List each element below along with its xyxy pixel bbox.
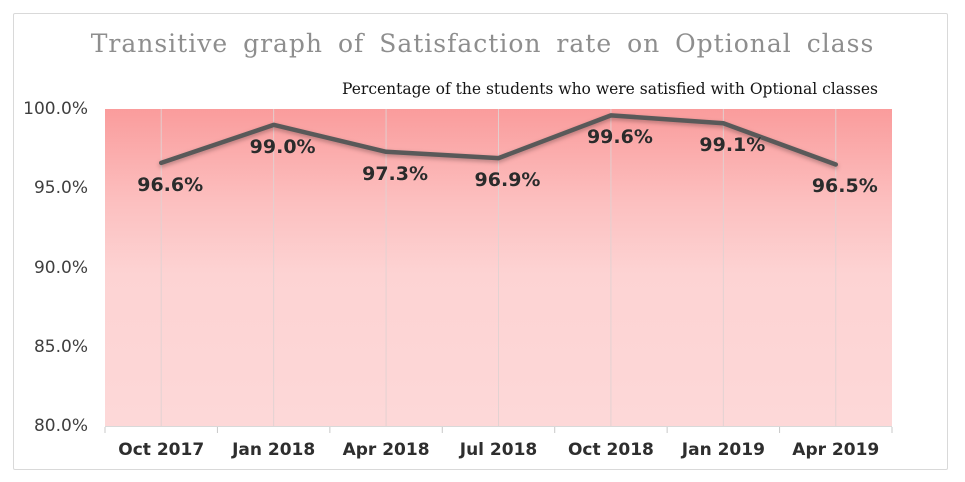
data-point-label: 99.1% [699, 134, 766, 157]
x-axis-category-label: Apr 2019 [792, 440, 880, 460]
data-point-label: 96.5% [811, 175, 878, 198]
data-point-label: 99.0% [249, 135, 316, 158]
y-axis-tick-label: 100.0% [23, 99, 88, 119]
y-axis-tick-label: 95.0% [33, 178, 88, 199]
data-point-label: 96.9% [474, 169, 541, 192]
x-axis-category-label: Oct 2018 [567, 440, 654, 460]
chart-title: Transitive graph of Satisfaction rate on… [90, 29, 875, 58]
data-point-label: 97.3% [362, 162, 429, 185]
data-point-label: 96.6% [137, 173, 204, 196]
series-line [158, 113, 839, 167]
y-axis-tick-label: 90.0% [33, 257, 88, 278]
x-axis-category-label: Oct 2017 [118, 440, 205, 460]
x-axis-category-label: Jul 2018 [459, 440, 538, 460]
x-axis-category-label: Jan 2019 [681, 440, 765, 460]
chart-subtitle: Percentage of the students who were sati… [342, 80, 878, 98]
data-point-label: 99.6% [586, 126, 653, 149]
x-axis-category-label: Jan 2018 [232, 440, 316, 460]
x-axis-category-label: Apr 2018 [342, 440, 430, 460]
y-axis-tick-label: 85.0% [33, 336, 88, 357]
y-axis-tick-label: 80.0% [33, 416, 88, 436]
